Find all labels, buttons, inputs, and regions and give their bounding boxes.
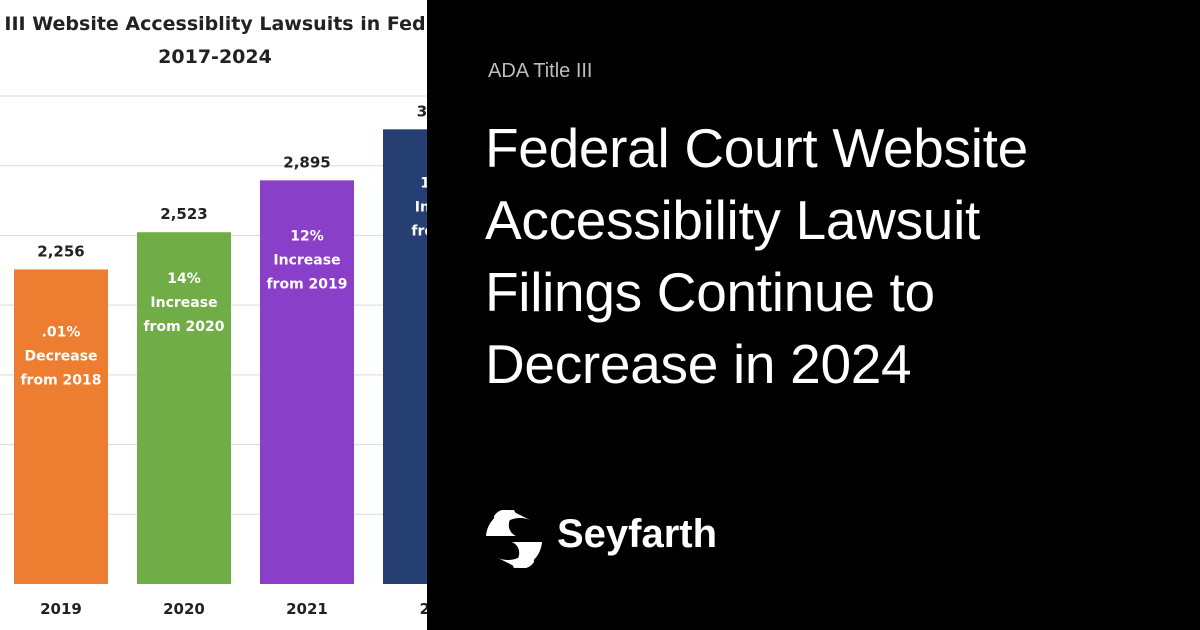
value-label: 3,2: [417, 102, 427, 120]
kicker: ADA Title III: [488, 60, 593, 82]
bar-annotation: .01%: [42, 324, 81, 340]
bar-annotation: from 2020: [143, 319, 224, 335]
bar-annotation: from 2018: [20, 372, 101, 388]
bar-annotation: Increase: [273, 252, 340, 268]
bar-annotation: from 2019: [266, 276, 347, 292]
headline-line: Federal Court Website: [485, 117, 1028, 179]
bar-annotation: from: [411, 223, 427, 239]
bar-annotation: Decrease: [24, 348, 97, 364]
bar: [14, 269, 108, 584]
bar-annotation: 14%: [167, 271, 201, 287]
chart: III Website Accessiblity Lawsuits in Fed…: [0, 0, 427, 630]
bar-annotation: Increase: [150, 295, 217, 311]
headline: Federal Court Website Accessibility Lawsu…: [485, 112, 1028, 400]
x-tick-label: 20: [420, 600, 427, 618]
chart-title: III Website Accessiblity Lawsuits in Fed: [4, 13, 425, 35]
headline-line: Decrease in 2024: [485, 333, 912, 395]
bar: [260, 180, 354, 584]
bar-annotation: Incr: [415, 199, 427, 215]
bar-annotation: 12%: [290, 228, 324, 244]
bar-annotation: 12: [420, 175, 427, 191]
chart-subtitle: 2017-2024: [158, 46, 272, 68]
x-tick-label: 2019: [40, 600, 82, 618]
x-tick-label: 2020: [163, 600, 205, 618]
bar: [383, 129, 427, 584]
headline-line: Accessibility Lawsuit: [485, 189, 980, 251]
value-label: 2,895: [283, 153, 330, 171]
x-tick-label: 2021: [286, 600, 328, 618]
text-panel: ADA Title III Federal Court Website Acces…: [427, 0, 1200, 630]
value-label: 2,523: [160, 205, 207, 223]
logo-icon: [486, 510, 542, 568]
headline-line: Filings Continue to: [485, 261, 935, 323]
brand-name: Seyfarth: [557, 512, 718, 556]
bar: [137, 232, 231, 584]
value-label: 2,256: [37, 242, 84, 260]
